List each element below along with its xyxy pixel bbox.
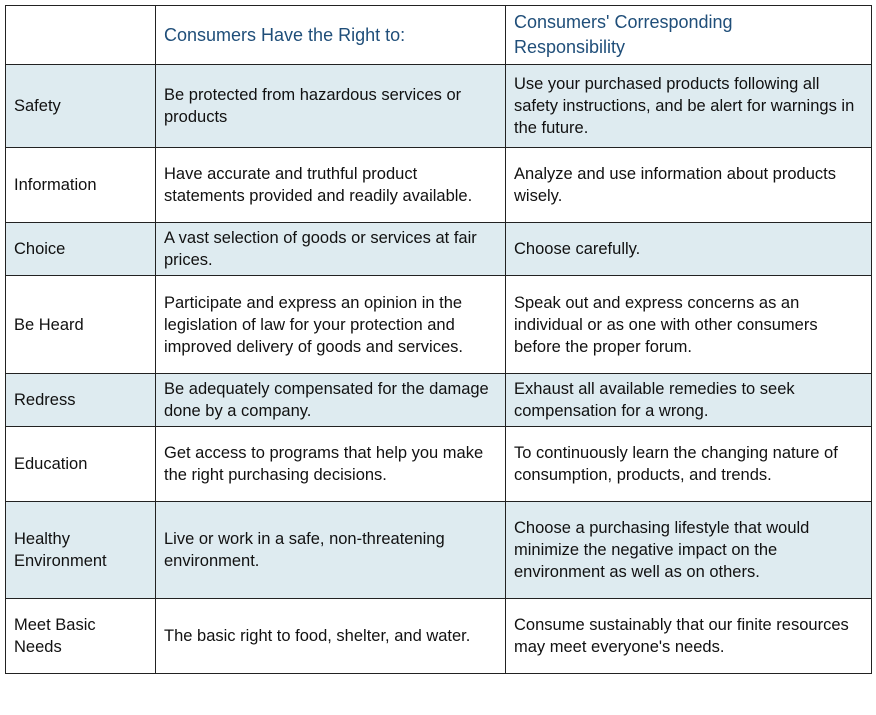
table-row: Healthy Environment Live or work in a sa… xyxy=(5,501,872,599)
right-name: Be Heard xyxy=(5,275,156,374)
right-name-line1: Meet Basic xyxy=(14,616,96,634)
header-rights: Consumers Have the Right to: xyxy=(155,5,506,65)
table-row: Redress Be adequately compensated for th… xyxy=(5,373,872,427)
table-row: Education Get access to programs that he… xyxy=(5,426,872,502)
right-name: Safety xyxy=(5,64,156,148)
responsibility-text: Exhaust all available remedies to seek c… xyxy=(505,373,872,427)
table-header-row: Consumers Have the Right to: Consumers' … xyxy=(5,5,872,65)
right-name: Education xyxy=(5,426,156,502)
header-responsibility-line2: Responsibility xyxy=(514,37,626,57)
right-description: Live or work in a safe, non-threatening … xyxy=(155,501,506,599)
right-name-line2: Environment xyxy=(14,552,107,570)
right-description: Participate and express an opinion in th… xyxy=(155,275,506,374)
table-row: Choice A vast selection of goods or serv… xyxy=(5,222,872,276)
consumer-rights-table: Consumers Have the Right to: Consumers' … xyxy=(5,5,872,674)
responsibility-text: Choose carefully. xyxy=(505,222,872,276)
responsibility-text: Use your purchased products following al… xyxy=(505,64,872,148)
right-name: Redress xyxy=(5,373,156,427)
right-name-line2: Needs xyxy=(14,638,62,656)
right-name: Meet Basic Needs xyxy=(5,598,156,674)
header-empty-cell xyxy=(5,5,156,65)
right-name: Information xyxy=(5,147,156,223)
right-description: A vast selection of goods or services at… xyxy=(155,222,506,276)
right-description: Get access to programs that help you mak… xyxy=(155,426,506,502)
table-row: Information Have accurate and truthful p… xyxy=(5,147,872,223)
right-name-line1: Healthy xyxy=(14,530,70,548)
responsibility-text: To continuously learn the changing natur… xyxy=(505,426,872,502)
table-row: Meet Basic Needs The basic right to food… xyxy=(5,598,872,674)
right-name: Choice xyxy=(5,222,156,276)
responsibility-text: Consume sustainably that our finite reso… xyxy=(505,598,872,674)
right-description: Be protected from hazardous services or … xyxy=(155,64,506,148)
right-name: Healthy Environment xyxy=(5,501,156,599)
right-description: Be adequately compensated for the damage… xyxy=(155,373,506,427)
responsibility-text: Choose a purchasing lifestyle that would… xyxy=(505,501,872,599)
header-responsibility-line1: Consumers' Corresponding xyxy=(514,12,733,32)
table-row: Safety Be protected from hazardous servi… xyxy=(5,64,872,148)
table-row: Be Heard Participate and express an opin… xyxy=(5,275,872,374)
responsibility-text: Analyze and use information about produc… xyxy=(505,147,872,223)
right-description: Have accurate and truthful product state… xyxy=(155,147,506,223)
header-responsibility: Consumers' Corresponding Responsibility xyxy=(505,5,872,65)
responsibility-text: Speak out and express concerns as an ind… xyxy=(505,275,872,374)
right-description: The basic right to food, shelter, and wa… xyxy=(155,598,506,674)
